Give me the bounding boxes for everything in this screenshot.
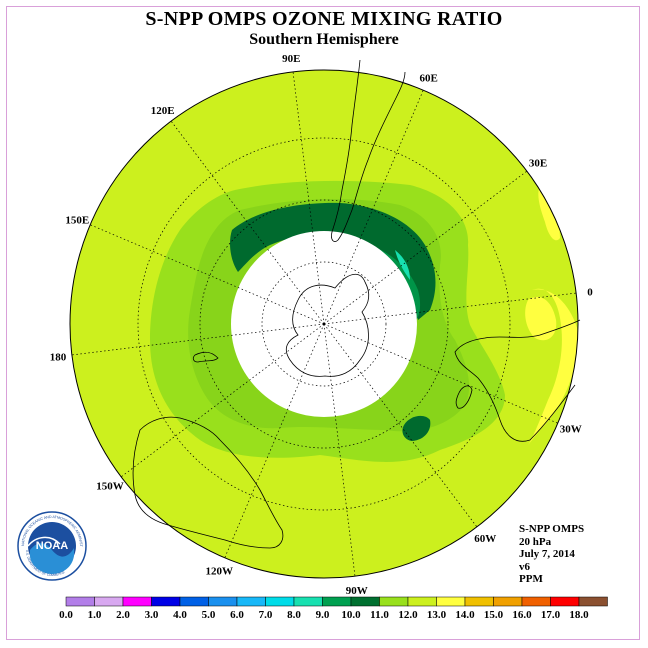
colorbar-box xyxy=(179,596,209,607)
colorbar-label: 4.0 xyxy=(173,609,187,621)
colorbar-label: 17.0 xyxy=(541,609,561,621)
colorbar-box xyxy=(236,596,266,607)
ozone-patch-7ppm xyxy=(395,250,410,280)
colorbar-labels: 0.0 1.0 2.0 3.0 4.0 5.0 6.0 7.0 8.0 9.0 10.0 11.0 12… xyxy=(59,609,589,621)
longitude-label: 30E xyxy=(529,158,547,170)
africa-coastline xyxy=(454,319,581,442)
longitude-label: 90E xyxy=(282,53,300,65)
colorbar-boxes xyxy=(65,596,608,607)
colorbar-label: 5.0 xyxy=(202,609,216,621)
colorbar-label: 9.0 xyxy=(316,609,330,621)
colorbar: 0.0 1.0 2.0 3.0 4.0 5.0 6.0 7.0 8.0 9.0 10.0 11.0 12… xyxy=(59,596,608,621)
colorbar-box xyxy=(350,596,380,607)
latitude-circle xyxy=(261,261,387,387)
colorbar-box xyxy=(407,596,437,607)
logo-noaa-text: NOAA xyxy=(36,540,68,552)
longitude-label: 180 xyxy=(50,352,67,364)
longitude-labels: 90W 60W 30W 0 30E 60E 90E 120E 150E 180 150W 120W xyxy=(50,53,594,597)
colorbar-box xyxy=(65,596,95,607)
colorbar-box xyxy=(550,596,580,607)
longitude-label: 30W xyxy=(560,424,582,436)
australia-coastline xyxy=(132,416,284,549)
page-subtitle: Southern Hemisphere xyxy=(249,31,399,48)
colorbar-label: 15.0 xyxy=(484,609,504,621)
latitude-circle xyxy=(137,137,511,511)
colorbar-label: 11.0 xyxy=(370,609,389,621)
info-date: July 7, 2014 xyxy=(519,548,575,560)
noaa-logo: NOAA NATIONAL OCEANIC AND ATMOSPHERIC AD… xyxy=(16,510,87,581)
ozone-patch-13ppm-small xyxy=(525,296,557,341)
colorbar-box xyxy=(322,596,352,607)
ozone-patch-9ppm xyxy=(230,202,436,320)
longitude-label: 90W xyxy=(346,585,368,597)
colorbar-label: 13.0 xyxy=(427,609,447,621)
colorbar-label: 14.0 xyxy=(455,609,475,621)
colorbar-box xyxy=(151,596,181,607)
graticule xyxy=(71,71,577,577)
colorbar-box xyxy=(265,596,295,607)
madagascar-coastline xyxy=(455,385,473,409)
ozone-patch-13ppm-east xyxy=(538,185,560,241)
longitude-label: 0 xyxy=(587,286,593,298)
page-title: S-NPP OMPS OZONE MIXING RATIO xyxy=(145,8,503,30)
longitude-label: 150W xyxy=(96,480,124,492)
longitude-label: 120W xyxy=(206,566,234,578)
colorbar-box xyxy=(464,596,494,607)
map-border xyxy=(69,69,579,579)
info-version: v6 xyxy=(519,560,530,573)
info-block: S-NPP OMPS 20 hPa July 7, 2014 v6 PPM xyxy=(519,523,584,586)
coastlines xyxy=(132,59,581,549)
colorbar-label: 7.0 xyxy=(259,609,273,621)
colorbar-box xyxy=(208,596,238,607)
colorbar-box xyxy=(379,596,409,607)
info-units: PPM xyxy=(519,573,543,585)
longitude-label: 150E xyxy=(65,214,89,226)
colorbar-label: 0.0 xyxy=(59,609,73,621)
ozone-patch-9ppm-small xyxy=(402,415,431,441)
colorbar-box xyxy=(94,596,124,607)
colorbar-label: 1.0 xyxy=(88,609,102,621)
south-america-coastline xyxy=(331,59,406,242)
colorbar-label: 3.0 xyxy=(145,609,159,621)
colorbar-box xyxy=(122,596,152,607)
colorbar-label: 10.0 xyxy=(341,609,361,621)
antarctica-coastline xyxy=(285,274,370,377)
colorbar-label: 8.0 xyxy=(287,609,301,621)
colorbar-label: 2.0 xyxy=(116,609,130,621)
colorbar-box xyxy=(578,596,608,607)
longitude-label: 60E xyxy=(420,72,438,84)
longitude-label: 60W xyxy=(474,533,496,545)
colorbar-box xyxy=(436,596,466,607)
colorbar-box xyxy=(493,596,523,607)
colorbar-label: 16.0 xyxy=(512,609,532,621)
info-instrument: S-NPP OMPS xyxy=(519,523,585,535)
colorbar-label: 12.0 xyxy=(398,609,418,621)
colorbar-label: 6.0 xyxy=(230,609,244,621)
image-frame xyxy=(6,6,640,640)
longitude-label: 120E xyxy=(151,105,175,117)
pole-marker xyxy=(322,322,326,326)
ozone-patch-13ppm-edge xyxy=(528,288,578,445)
colorbar-box xyxy=(293,596,323,607)
colorbar-box xyxy=(521,596,551,607)
new-zealand-coastline xyxy=(192,351,219,363)
info-level: 20 hPa xyxy=(519,535,552,548)
colorbar-label: 18.0 xyxy=(569,609,589,621)
latitude-circle xyxy=(199,199,449,449)
